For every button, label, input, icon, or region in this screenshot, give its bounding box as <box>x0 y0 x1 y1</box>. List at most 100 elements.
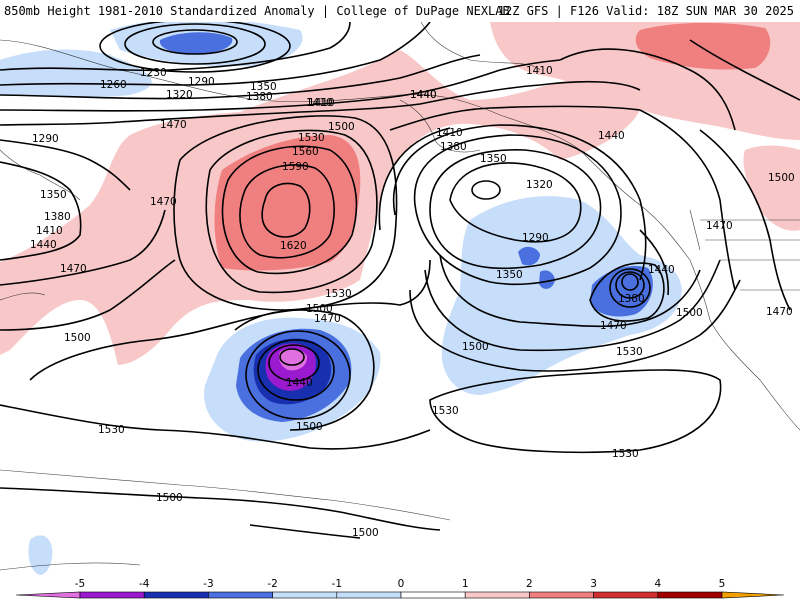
contour-label: 1350 <box>40 189 67 201</box>
colorbar-tick-label: 0 <box>398 578 405 590</box>
colorbar-swatch <box>79 591 145 599</box>
contour-label: 1500 <box>352 527 379 539</box>
positive-anomaly-area <box>743 145 800 231</box>
contour-label: 1470 <box>600 320 627 332</box>
contour-line <box>609 268 651 308</box>
contour-line <box>221 145 358 275</box>
contour-label: 1590 <box>282 161 309 173</box>
contour-label: 1530 <box>325 288 352 300</box>
contour-label: 1290 <box>522 232 549 244</box>
colorbar-swatches <box>15 591 785 599</box>
header-bar: 850mb Height 1981-2010 Standardized Anom… <box>0 0 800 22</box>
contour-line <box>409 279 741 372</box>
contour-label: 1290 <box>188 76 215 88</box>
contour-label: 1380 <box>440 141 467 153</box>
contour-label: 1410 <box>436 127 463 139</box>
contour-line <box>152 29 238 55</box>
contour-line <box>429 149 602 270</box>
contour-label: 1380 <box>246 91 273 103</box>
contour-label: 1530 <box>616 346 643 358</box>
colorbar-tick-label: 2 <box>526 578 533 590</box>
contour-label: 1500 <box>328 121 355 133</box>
model-run-info: 12Z GFS | F126 Valid: 18Z SUN MAR 30 202… <box>497 4 794 18</box>
contour-label: 1470 <box>160 119 187 131</box>
contour-line <box>0 54 481 100</box>
contour-line <box>689 39 800 101</box>
negative-anomaly-area <box>441 196 682 395</box>
contour-line <box>261 182 311 238</box>
contour-label: 1440 <box>410 89 437 101</box>
colorbar-tick-label: -1 <box>332 578 342 590</box>
contour-label: 1500 <box>676 307 703 319</box>
contour-line <box>413 134 622 286</box>
contour-label: 1440 <box>30 239 57 251</box>
contour-line <box>429 369 722 454</box>
contour-label: 1560 <box>292 146 319 158</box>
contour-line <box>234 309 375 431</box>
contour-label: 1470 <box>706 220 733 232</box>
contour-label: 1350 <box>250 81 277 93</box>
contour-line <box>639 109 736 291</box>
contour-label: 1410 <box>526 65 553 77</box>
contour-label: 1320 <box>166 89 193 101</box>
contour-line <box>0 259 176 331</box>
anomaly-colorbar: -5 -4 -3 -2 -1 0 1 2 3 4 5 <box>0 576 800 600</box>
negative-anomaly-core <box>278 348 308 371</box>
contour-label: 1500 <box>462 341 489 353</box>
contour-label: 1410 <box>308 97 335 109</box>
colorbar-swatch <box>593 591 659 599</box>
contour-label: 1500 <box>64 332 91 344</box>
contour-line <box>0 209 166 286</box>
colorbar-swatch <box>208 591 273 599</box>
contour-label: 1500 <box>296 421 323 433</box>
contour-label: 1350 <box>496 269 523 281</box>
contour-label: 1500 <box>306 303 333 315</box>
contour-line <box>559 48 736 131</box>
contour-line <box>239 164 335 259</box>
contour-line <box>589 262 665 322</box>
contour-line <box>245 330 351 420</box>
colorbar-arrow-high <box>721 591 785 599</box>
height-contours <box>0 22 800 539</box>
positive-anomaly-core <box>214 135 361 271</box>
contour-line <box>392 124 647 281</box>
contour-label: 1470 <box>766 306 793 318</box>
contour-label: 1350 <box>480 153 507 165</box>
colorbar-swatch <box>400 591 466 599</box>
colorbar-tick-label: -5 <box>75 578 85 590</box>
contour-label: 1470 <box>150 196 177 208</box>
contour-line <box>0 22 431 86</box>
contour-label: 1410 <box>306 97 333 109</box>
contour-line <box>449 162 582 243</box>
colorbar-tick-label: -4 <box>139 578 150 590</box>
colorbar-swatch <box>464 591 530 599</box>
contour-line <box>699 129 791 311</box>
negative-anomaly-area <box>28 535 53 575</box>
contour-line <box>471 180 501 200</box>
contour-label: 1500 <box>768 172 795 184</box>
negative-anomaly-core <box>539 270 555 289</box>
contour-line <box>0 22 351 72</box>
colorbar-swatch <box>272 591 338 599</box>
contour-label: 1440 <box>598 130 625 142</box>
contour-line <box>378 127 670 296</box>
contour-line <box>0 404 431 450</box>
contour-label: 1470 <box>60 263 87 275</box>
contour-line <box>0 487 441 531</box>
colorbar-tick-label: 5 <box>719 578 726 590</box>
contour-label: 1500 <box>156 492 183 504</box>
contour-line <box>0 59 561 112</box>
contour-label: 1380 <box>618 293 645 305</box>
colorbar-swatch <box>336 591 402 599</box>
contour-label: 1320 <box>526 179 553 191</box>
colorbar-tick-label: 3 <box>590 578 597 590</box>
negative-anomaly-area <box>0 49 152 98</box>
contour-label: 1530 <box>432 405 459 417</box>
colorbar-tick-label: 4 <box>654 578 661 590</box>
contour-label: 1380 <box>44 211 71 223</box>
contour-label: 1470 <box>314 313 341 325</box>
colorbar-tick-label: 1 <box>462 578 469 590</box>
contour-label: 1230 <box>140 67 167 79</box>
contour-line <box>205 129 378 294</box>
colorbar-swatch <box>529 591 594 599</box>
